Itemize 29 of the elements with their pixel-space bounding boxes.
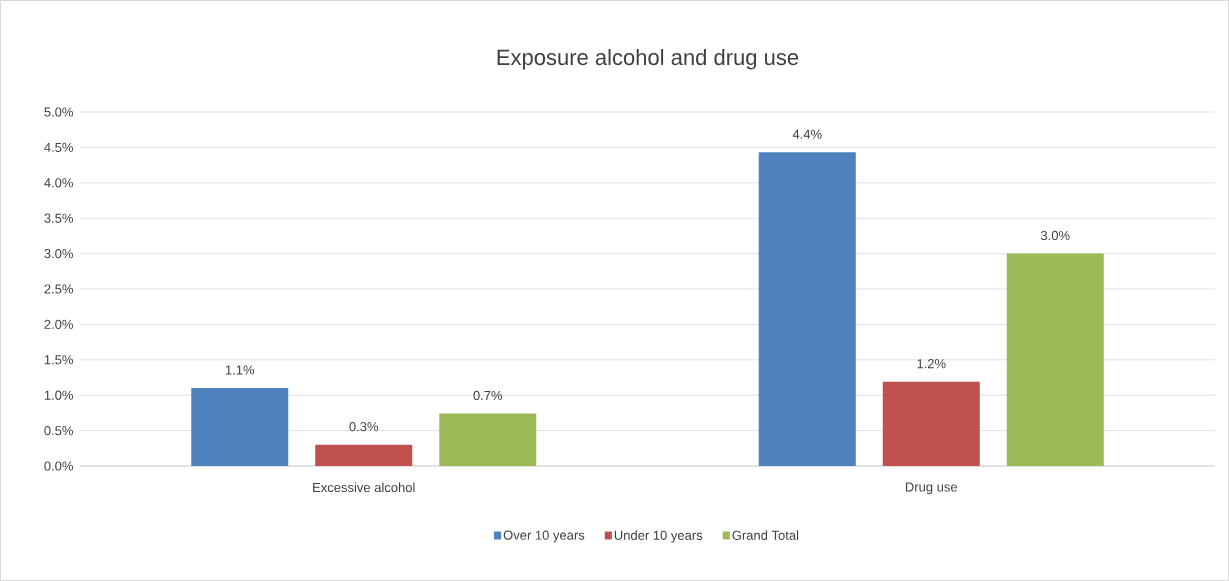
- data-label: 0.3%: [349, 422, 379, 432]
- y-tick-label: 0.5%: [44, 426, 73, 436]
- legend-label: Under 10 years: [614, 530, 703, 543]
- y-tick-label: 1.5%: [44, 355, 73, 365]
- data-label: 4.4%: [792, 129, 822, 139]
- data-label: 1.2%: [917, 359, 946, 369]
- y-tick-label: 5.0%: [44, 107, 73, 117]
- legend-label: Over 10 years: [503, 530, 585, 543]
- y-tick-label: 3.5%: [44, 213, 73, 223]
- bar: [882, 381, 980, 466]
- bar: [191, 388, 289, 466]
- y-tick-label: 0.0%: [44, 461, 73, 471]
- y-tick-label: 2.5%: [44, 284, 73, 294]
- data-label: 3.0%: [1040, 230, 1070, 241]
- y-tick-label: 2.0%: [44, 319, 73, 329]
- bar: [439, 413, 537, 466]
- bar: [315, 444, 413, 466]
- data-label: 1.1%: [225, 365, 255, 375]
- bar: [758, 152, 856, 466]
- y-tick-label: 1.0%: [44, 390, 73, 400]
- bar: [1006, 253, 1104, 466]
- x-tick-label: Drug use: [905, 482, 958, 495]
- chart-title: Exposure alcohol and drug use: [497, 48, 799, 70]
- data-label: 0.7%: [473, 390, 503, 401]
- y-tick-label: 4.5%: [44, 142, 73, 152]
- x-tick-label: Excessive alcohol: [313, 482, 415, 493]
- y-tick-label: 4.0%: [44, 178, 73, 188]
- legend-label: Grand Total: [732, 530, 799, 540]
- y-tick-label: 3.0%: [44, 249, 73, 259]
